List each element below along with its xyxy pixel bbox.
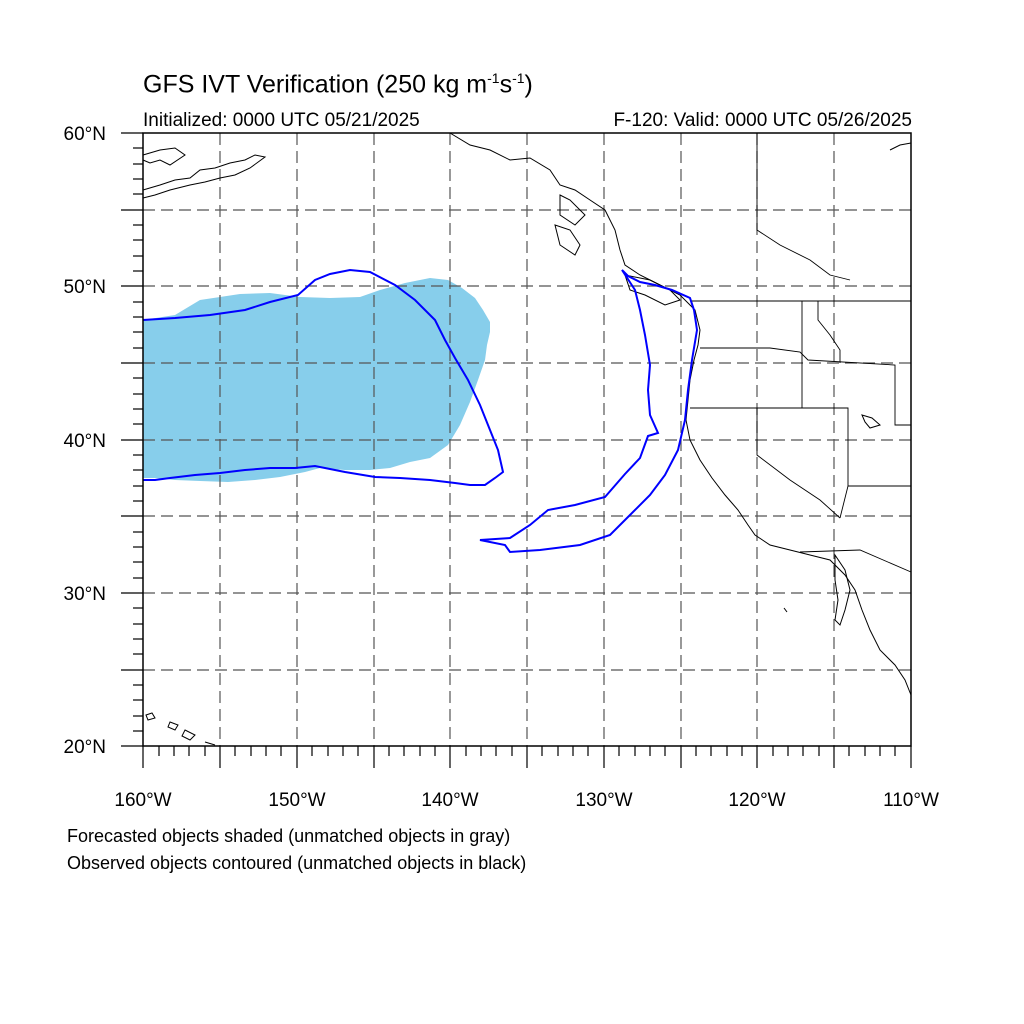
lat-label-30n: 30°N xyxy=(64,584,106,605)
lon-label-120w: 120°W xyxy=(728,790,785,811)
lon-label-130w: 130°W xyxy=(575,790,632,811)
forecast-object xyxy=(143,278,490,482)
lat-label-40n: 40°N xyxy=(64,431,106,452)
lon-label-140w: 140°W xyxy=(421,790,478,811)
tick-marks xyxy=(121,132,912,768)
initialized-label: Initialized: 0000 UTC 05/21/2025 xyxy=(143,110,420,131)
grid-lines xyxy=(143,133,911,746)
lat-label-20n: 20°N xyxy=(64,737,106,758)
caption-forecast: Forecasted objects shaded (unmatched obj… xyxy=(67,826,511,846)
caption-observed: Observed objects contoured (unmatched ob… xyxy=(67,853,527,873)
map-title: GFS IVT Verification (250 kg m-1s-1) xyxy=(143,70,533,99)
observed-object-2 xyxy=(479,269,699,554)
title-close: ) xyxy=(524,70,533,99)
title-sup1: -1 xyxy=(487,70,500,86)
title-mid: s xyxy=(499,70,513,99)
title-text: GFS IVT Verification (250 kg m xyxy=(143,70,488,99)
lat-axis-labels: 60°N 50°N 40°N 30°N 20°N xyxy=(64,124,106,758)
lon-label-150w: 150°W xyxy=(268,790,325,811)
observed-contours xyxy=(142,268,699,554)
lon-axis-labels: 160°W 150°W 140°W 130°W 120°W 110°W xyxy=(114,790,939,811)
lat-label-50n: 50°N xyxy=(64,277,106,298)
lon-label-160w: 160°W xyxy=(114,790,171,811)
observed-object-1 xyxy=(142,268,505,486)
state-borders xyxy=(690,133,912,573)
valid-label: F-120: Valid: 0000 UTC 05/26/2025 xyxy=(613,110,912,131)
lon-label-110w: 110°W xyxy=(883,790,939,811)
lat-label-60n: 60°N xyxy=(64,124,106,145)
title-sup2: -1 xyxy=(512,70,525,86)
